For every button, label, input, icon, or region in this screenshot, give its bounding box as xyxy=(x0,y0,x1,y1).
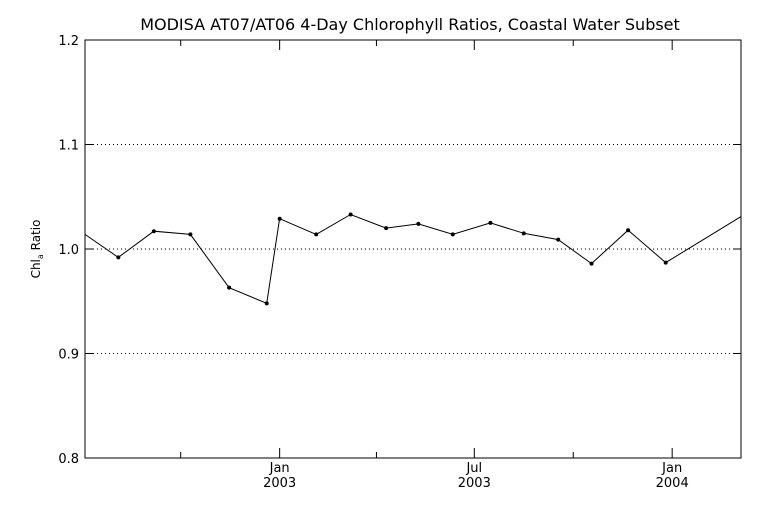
data-point xyxy=(589,261,594,266)
data-point xyxy=(450,232,455,237)
y-tick-label: 1.0 xyxy=(58,243,79,258)
data-point xyxy=(188,232,193,237)
data-point xyxy=(348,212,353,217)
data-point xyxy=(626,228,631,233)
data-point xyxy=(116,255,121,260)
x-tick-label-month: Jul xyxy=(465,461,482,476)
y-tick-label: 0.8 xyxy=(58,452,79,467)
data-point xyxy=(314,232,319,237)
data-point xyxy=(227,285,232,290)
x-tick-label-year: 2003 xyxy=(458,476,491,491)
y-axis-label-suffix: Ratio xyxy=(29,220,43,255)
grid-lines xyxy=(85,144,741,354)
data-series xyxy=(84,212,742,306)
x-tick-label-month: Jan xyxy=(269,461,290,476)
data-point xyxy=(277,216,282,221)
y-tick-label: 0.9 xyxy=(58,348,79,363)
y-axis-label-prefix: Chl xyxy=(29,259,43,278)
data-point xyxy=(488,220,493,225)
data-point xyxy=(151,229,156,234)
x-tick-label-year: 2003 xyxy=(263,476,296,491)
series-line xyxy=(84,213,742,305)
x-tick-label-month: Jan xyxy=(661,461,682,476)
data-point xyxy=(663,260,668,265)
y-axis-label: Chla Ratio xyxy=(29,220,45,279)
y-tick-label: 1.1 xyxy=(58,139,79,154)
data-point xyxy=(416,221,421,226)
chart-title: MODISA AT07/AT06 4-Day Chlorophyll Ratio… xyxy=(140,15,680,34)
x-tick-label-year: 2004 xyxy=(656,476,689,491)
data-point xyxy=(384,226,389,231)
y-axis-label-subscript: a xyxy=(36,254,45,259)
y-tick-label: 1.2 xyxy=(58,34,79,49)
data-point xyxy=(521,231,526,236)
data-point xyxy=(556,237,561,242)
data-point xyxy=(264,301,269,306)
